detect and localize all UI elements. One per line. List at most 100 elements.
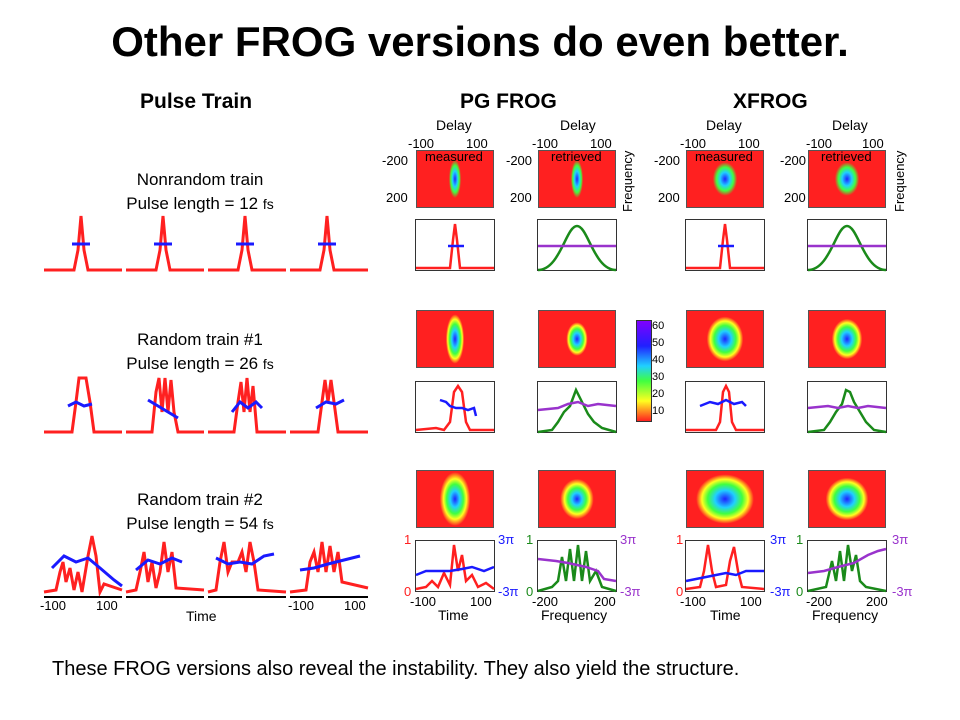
tick-label: -200 [506, 153, 533, 168]
spectral-phase-max-label: 3π [892, 532, 909, 547]
tick-label: 100 [344, 598, 366, 613]
tick-label: -200 [654, 153, 681, 168]
pulse-length: Pulse length = 12 [126, 194, 259, 213]
tick-label: 200 [594, 594, 616, 609]
delay-label: Delay [560, 117, 596, 133]
delay-label: Delay [436, 117, 472, 133]
pg-frog-trace-random-1 [416, 310, 494, 368]
xfrog-time-plot-1 [685, 219, 765, 271]
tick-label: -100 [680, 594, 707, 609]
slide-title: Other FROG versions do even better. [111, 18, 849, 65]
time-axis-line [208, 596, 286, 598]
intensity-min-label: 0 [676, 584, 684, 599]
pg-frog-retrieved-random-1 [538, 310, 616, 368]
pg-frog-spectrum-plot-1 [537, 219, 617, 272]
unit-label: fs [262, 356, 274, 372]
tick-label: -200 [780, 153, 807, 168]
pulse-train-nonrandom [44, 215, 368, 272]
tick-label: 200 [510, 190, 532, 205]
xfrog-spectrum-plot-2 [807, 381, 887, 434]
unit-label: fs [262, 196, 274, 212]
xfrog-trace-random-2 [686, 470, 764, 528]
xfrog-retrieved-random-2 [808, 470, 886, 528]
phase-max-label: 3π [498, 532, 515, 547]
tick-label: -100 [410, 594, 437, 609]
retrieved-label: retrieved [821, 149, 872, 164]
colorbar-tick: 60 [652, 320, 665, 332]
xfrog-measured-trace: measured [686, 149, 764, 208]
colorbar-tick: 40 [652, 354, 665, 366]
tick-label: 100 [590, 136, 612, 151]
measured-label: measured [695, 149, 753, 164]
group-title: Random train #1 [137, 330, 263, 349]
time-axis-line [126, 596, 204, 598]
spectrum-max-label: 1 [796, 532, 804, 547]
xfrog-trace-random-1 [686, 310, 764, 368]
frequency-axis-label: Frequency [620, 150, 635, 212]
xfrog-retrieved-random-1 [808, 310, 886, 368]
colorbar-tick: 20 [652, 388, 665, 400]
time-axis-line [44, 596, 122, 598]
tick-label: 100 [470, 594, 492, 609]
intensity-min-label: 0 [404, 584, 412, 599]
tick-label: -100 [40, 598, 67, 613]
colorbar-tick: 30 [652, 371, 665, 383]
delay-label: Delay [706, 117, 742, 133]
tick-label: 200 [784, 190, 806, 205]
retrieved-label: retrieved [551, 149, 602, 164]
slide-caption: These FROG versions also reveal the inst… [52, 658, 740, 680]
column-header-pulse-train: Pulse Train [140, 90, 253, 113]
tick-label: -200 [382, 153, 409, 168]
time-axis-label: Time [438, 607, 469, 623]
tick-label: 100 [96, 598, 118, 613]
spectrum-max-label: 1 [526, 532, 534, 547]
pg-frog-spectrum-plot-3 [537, 540, 617, 593]
pg-frog-trace-random-2 [416, 470, 494, 528]
group-label-nonrandom: Nonrandom train Pulse length = 12 fs [100, 168, 300, 216]
phase-max-label: 3π [770, 532, 787, 547]
group-title: Random train #2 [137, 490, 263, 509]
spectral-phase-min-label: -3π [892, 584, 913, 599]
tick-label: 100 [740, 594, 762, 609]
measured-label: measured [425, 149, 483, 164]
pg-frog-time-plot-2 [415, 381, 495, 433]
colorbar-tick: 10 [652, 405, 665, 417]
pg-frog-time-plot-3 [415, 540, 495, 592]
colorbar [636, 320, 652, 422]
group-label-random-1: Random train #1 Pulse length = 26 fs [100, 328, 300, 376]
tick-label: 100 [862, 136, 884, 151]
xfrog-spectrum-plot-3 [807, 540, 887, 593]
frequency-axis-label: Frequency [541, 607, 608, 623]
tick-label: -100 [408, 136, 435, 151]
tick-label: -100 [288, 598, 315, 613]
tick-label: 100 [738, 136, 760, 151]
tick-label: -100 [532, 136, 559, 151]
spectral-phase-max-label: 3π [620, 532, 637, 547]
pg-frog-retrieved-trace: retrieved [538, 149, 616, 208]
pulse-length: Pulse length = 54 [126, 514, 259, 533]
group-title: Nonrandom train [136, 170, 264, 189]
pg-frog-retrieved-random-2 [538, 470, 616, 528]
phase-min-label: -3π [770, 584, 791, 599]
pg-frog-spectrum-plot-2 [537, 381, 617, 434]
tick-label: 200 [658, 190, 680, 205]
frequency-axis-label: Frequency [812, 607, 879, 623]
xfrog-spectrum-plot-1 [807, 219, 887, 272]
phase-min-label: -3π [498, 584, 519, 599]
spectrum-min-label: 0 [526, 584, 534, 599]
tick-label: 200 [866, 594, 888, 609]
delay-label: Delay [832, 117, 868, 133]
time-axis-label: Time [710, 607, 741, 623]
pg-frog-time-plot-1 [415, 219, 495, 271]
colorbar-tick: 50 [652, 337, 665, 349]
pulse-train-random-2 [43, 535, 369, 598]
tick-label: -100 [680, 136, 707, 151]
pulse-train-random-1 [44, 376, 368, 434]
spectrum-min-label: 0 [796, 584, 804, 599]
column-header-xfrog: XFROG [733, 90, 808, 113]
spectral-phase-min-label: -3π [620, 584, 641, 599]
pg-frog-measured-trace: measured [416, 149, 494, 208]
tick-label: 100 [466, 136, 488, 151]
tick-label: -100 [806, 136, 833, 151]
intensity-max-label: 1 [404, 532, 412, 547]
